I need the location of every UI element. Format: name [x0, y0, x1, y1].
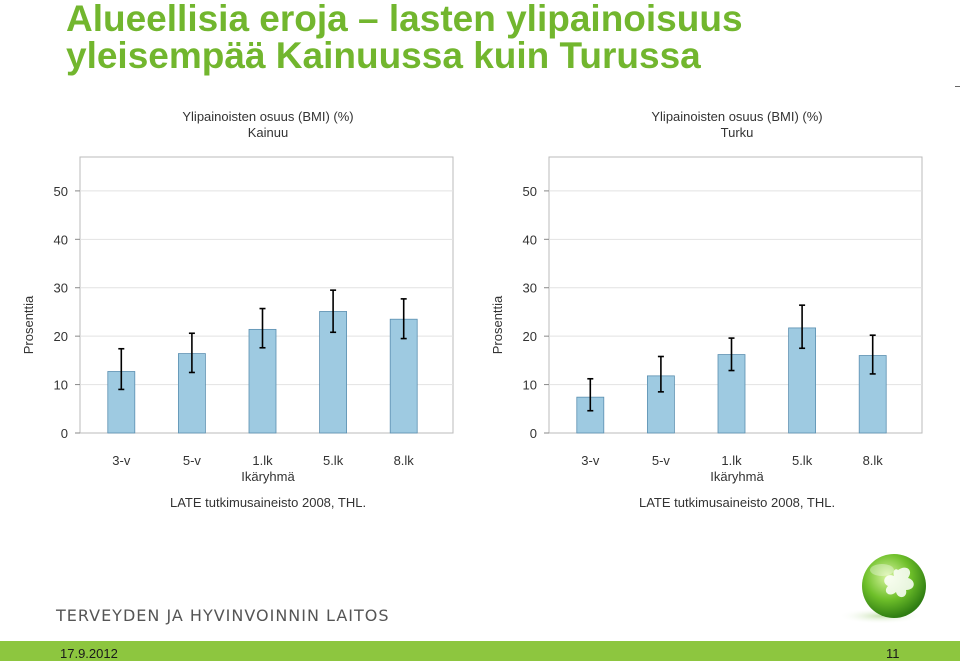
x-tick-label: 8.lk [863, 453, 884, 468]
edge-mark [955, 86, 960, 87]
thl-logo-icon [839, 554, 926, 624]
y-tick-label: 10 [54, 378, 68, 393]
x-tick-label: 3-v [112, 453, 131, 468]
x-axis-label: Ikäryhmä [241, 469, 295, 484]
y-tick-label: 30 [523, 281, 537, 296]
source-label: LATE tutkimusaineisto 2008, THL. [170, 495, 366, 510]
chart-title: Ylipainoisten osuus (BMI) (%) [182, 109, 353, 124]
chart-subtitle: Kainuu [248, 125, 288, 140]
x-tick-label: 5-v [183, 453, 202, 468]
chart-title: Ylipainoisten osuus (BMI) (%) [651, 109, 822, 124]
y-axis-label: Prosenttia [21, 295, 36, 354]
slide-title-line-1: Alueellisia eroja – lasten ylipainoisuus [66, 0, 743, 39]
bar [319, 311, 348, 434]
x-tick-label: 8.lk [394, 453, 415, 468]
y-tick-label: 40 [523, 232, 537, 247]
y-axis-label: Prosenttia [490, 295, 505, 354]
x-tick-label: 3-v [581, 453, 600, 468]
y-tick-label: 0 [61, 426, 68, 441]
chart-subtitle: Turku [721, 125, 754, 140]
organization-name: TERVEYDEN JA HYVINVOINNIN LAITOS [56, 606, 390, 625]
x-tick-label: 1.lk [721, 453, 742, 468]
y-tick-label: 50 [54, 184, 68, 199]
chart-kainuu: Ylipainoisten osuus (BMI) (%)Kainuu 0 10 20… [21, 109, 454, 510]
x-tick-label: 1.lk [252, 453, 273, 468]
source-label: LATE tutkimusaineisto 2008, THL. [639, 495, 835, 510]
y-tick-label: 20 [523, 329, 537, 344]
x-tick-label: 5.lk [323, 453, 344, 468]
y-tick-label: 50 [523, 184, 537, 199]
x-tick-label: 5.lk [792, 453, 813, 468]
footer-date: 17.9.2012 [60, 646, 118, 661]
y-tick-label: 20 [54, 329, 68, 344]
x-tick-label: 5-v [652, 453, 671, 468]
y-tick-label: 0 [530, 426, 537, 441]
x-axis-label: Ikäryhmä [710, 469, 764, 484]
y-tick-label: 40 [54, 232, 68, 247]
chart-turku: Ylipainoisten osuus (BMI) (%)Turku 0 10 20 3… [490, 109, 923, 510]
page-number: 11 [886, 646, 900, 661]
y-tick-label: 30 [54, 281, 68, 296]
slide-title-line-2: yleisempää Kainuussa kuin Turussa [66, 35, 701, 76]
y-tick-label: 10 [523, 378, 537, 393]
footer-bar [0, 641, 960, 661]
slide-title: Alueellisia eroja – lasten ylipainoisuus… [66, 0, 946, 74]
